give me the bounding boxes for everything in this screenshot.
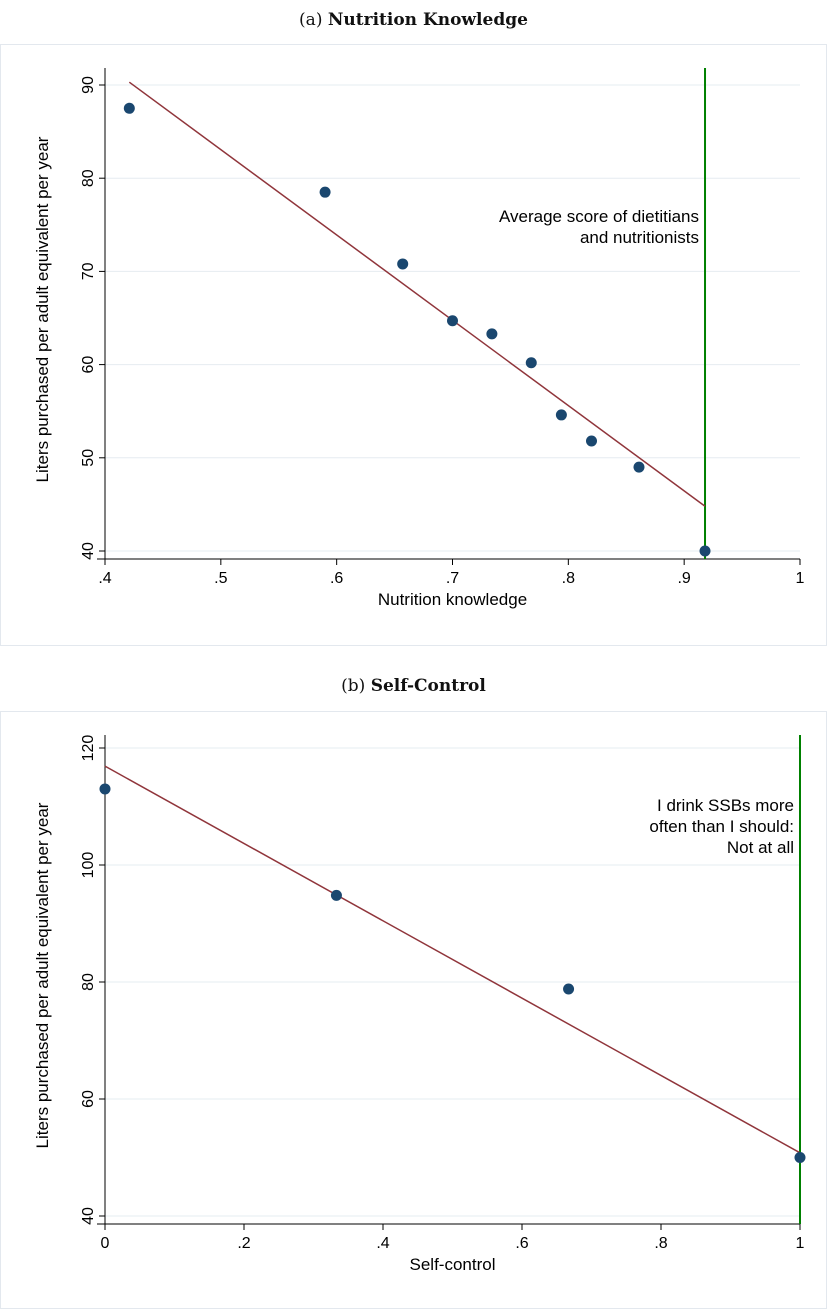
y-tick-label: 50 <box>80 449 97 467</box>
annotation-line: Average score of dietitians <box>499 207 699 226</box>
annotation-line: often than I should: <box>649 817 794 836</box>
y-tick-label: 120 <box>80 735 97 762</box>
data-point <box>447 315 458 327</box>
data-point <box>397 258 409 270</box>
x-tick-label: 1 <box>796 570 805 587</box>
data-point <box>330 889 342 901</box>
data-point <box>563 983 575 995</box>
chart-self-control: 40 60 80 100 120 0 .2 .4 .6 .8 1 Self-control Liters… <box>0 711 827 1309</box>
x-tick-label: .4 <box>376 1235 389 1252</box>
y-tick-label: 70 <box>80 262 97 280</box>
panel-a-title-text: Nutrition Knowledge <box>327 10 528 30</box>
panel-a-title: (a) Nutrition Knowledge <box>0 10 827 30</box>
x-tick-label: .6 <box>515 1235 528 1252</box>
annotation-line: I drink SSBs more <box>657 796 794 815</box>
x-tick-label: .9 <box>677 570 690 587</box>
fit-line <box>128 81 706 507</box>
data-point <box>525 357 537 369</box>
x-axis-title: Self-control <box>410 1255 496 1274</box>
x-tick-label: .5 <box>214 570 227 587</box>
chart-nutrition-knowledge: 40 50 60 70 80 90 .4 .5 .6 .7 .8 .9 1 Nutrition knowl… <box>0 44 827 646</box>
x-tick-label: .7 <box>446 570 459 587</box>
y-axis-title: Liters purchased per adult equivalent pe… <box>33 802 52 1148</box>
data-point <box>699 545 711 557</box>
data-point <box>586 435 597 447</box>
x-tick-label: 0 <box>101 1235 110 1252</box>
x-tick-label: .2 <box>237 1235 250 1252</box>
x-tick-label: .8 <box>654 1235 667 1252</box>
x-tick-label: 1 <box>796 1235 805 1252</box>
panel-b-label: (b) <box>341 676 366 696</box>
y-tick-label: 60 <box>80 356 97 374</box>
y-tick-label: 90 <box>80 76 97 94</box>
y-tick-label: 80 <box>80 169 97 187</box>
x-tick-label: .8 <box>562 570 575 587</box>
y-tick-label: 80 <box>80 973 97 991</box>
data-point <box>555 409 567 421</box>
fit-line <box>104 765 801 1154</box>
y-tick-label: 40 <box>80 542 97 560</box>
y-tick-label: 40 <box>80 1207 97 1225</box>
data-point <box>486 328 498 340</box>
y-axis-title: Liters purchased per adult equivalent pe… <box>33 136 52 482</box>
x-tick-label: .4 <box>98 570 111 587</box>
y-tick-label: 100 <box>80 852 97 879</box>
data-point <box>319 186 331 198</box>
data-point <box>99 783 111 795</box>
data-point <box>633 461 645 473</box>
x-axis-title: Nutrition knowledge <box>378 590 527 609</box>
panel-b-title: (b) Self-Control <box>0 676 827 696</box>
annotation-line: Not at all <box>727 838 794 857</box>
panel-a-label: (a) <box>299 10 323 30</box>
x-tick-label: .6 <box>330 570 343 587</box>
data-point <box>123 102 135 114</box>
annotation-line: and nutritionists <box>580 228 699 247</box>
y-tick-label: 60 <box>80 1090 97 1108</box>
panel-b-title-text: Self-Control <box>370 676 486 696</box>
data-point <box>794 1152 806 1163</box>
